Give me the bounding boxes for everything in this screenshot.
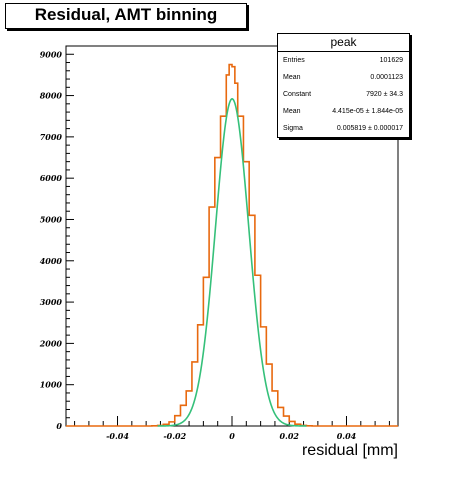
y-tick-label: 1000 [40,380,63,390]
stats-value: 101629 [379,57,403,64]
x-axis-label: residual [mm] [302,442,398,459]
y-tick-label: 9000 [40,49,63,59]
title-box: Residual, AMT binning [5,3,247,29]
y-tick-label: 5000 [40,214,63,224]
stats-row-entries: Entries 101629 [278,52,409,69]
stats-value: 7920 ± 34.3 [366,91,403,98]
stats-value: 4.415e-05 ± 1.844e-05 [332,108,403,115]
stats-value: 0.0001123 [370,74,403,81]
stats-value: 0.005819 ± 0.000017 [336,125,403,132]
stats-row-mean: Mean 0.0001123 [278,69,409,86]
y-tick-label: 3000 [40,297,63,307]
x-tick-label: 0.04 [337,431,357,441]
y-tick-label: 4000 [40,256,63,266]
stats-box: peak Entries 101629 Mean 0.0001123 Const… [277,33,410,138]
x-tick-label: -0.04 [106,431,129,441]
chart-title: Residual, AMT binning [34,5,218,24]
x-tick-label: -0.02 [163,431,186,441]
y-tick-label: 2000 [39,338,63,348]
stats-label: Mean [283,74,301,81]
histogram-series [66,63,398,427]
y-tick-label: 8000 [40,91,63,101]
y-tick-label: 7000 [40,132,63,142]
stats-label: Constant [283,91,312,98]
gaussian-fit-curve [157,98,307,427]
x-tick-label: 0 [229,431,235,441]
stats-label: Sigma [283,125,303,132]
y-tick-label: 6000 [40,173,63,183]
stats-label: Mean [283,108,301,115]
x-tick-label: 0.02 [279,431,299,441]
stats-row-constant: Constant 7920 ± 34.3 [278,86,409,103]
stats-row-fit-mean: Mean 4.415e-05 ± 1.844e-05 [278,103,409,120]
stats-row-sigma: Sigma 0.005819 ± 0.000017 [278,120,409,137]
stats-label: Entries [283,57,305,64]
stats-title: peak [278,34,409,52]
y-tick-label: 0 [56,421,62,431]
